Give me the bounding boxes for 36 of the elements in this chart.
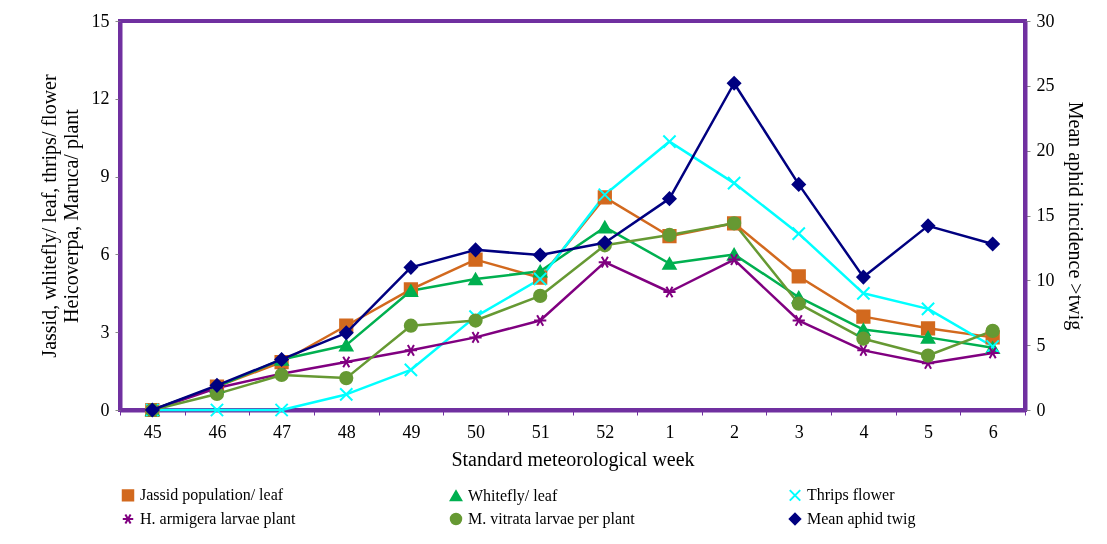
legend-label: Mean aphid twig — [807, 510, 916, 528]
x-tick-label: 46 — [208, 421, 227, 442]
x-tick-label: 52 — [596, 421, 615, 442]
x-tick-label: 2 — [730, 421, 740, 442]
x-tick-label: 4 — [859, 421, 869, 442]
x-axis-title: Standard meteorological week — [451, 447, 695, 471]
x-tick-label: 5 — [924, 421, 934, 442]
legend-label: H. armigera larvae plant — [140, 510, 297, 528]
y2-axis-title: Mean aphid incidence >twig — [1063, 101, 1087, 331]
x-tick-label: 51 — [531, 421, 550, 442]
y2-tick-label: 25 — [1036, 75, 1055, 96]
y-tick-label: 3 — [100, 321, 110, 342]
y2-tick-label: 10 — [1036, 269, 1055, 290]
y-tick-label: 15 — [91, 10, 110, 31]
legend-label: M. vitrata larvae per plant — [468, 510, 636, 528]
y-tick-label: 0 — [100, 399, 110, 420]
legend-label: Jassid population/ leaf — [140, 486, 284, 505]
x-tick-label: 50 — [467, 421, 486, 442]
y-tick-label: 12 — [91, 88, 110, 109]
y2-tick-label: 20 — [1036, 140, 1055, 161]
legend-label: Whitefly/ leaf — [468, 486, 558, 505]
x-tick-label: 49 — [402, 421, 421, 442]
x-tick-label: 45 — [143, 421, 162, 442]
y2-tick-label: 5 — [1036, 334, 1046, 355]
x-tick-label: 47 — [273, 421, 292, 442]
y2-tick-label: 30 — [1036, 10, 1055, 31]
x-tick-label: 6 — [988, 421, 998, 442]
y2-tick-label: 0 — [1036, 399, 1046, 420]
x-tick-label: 3 — [794, 421, 804, 442]
y2-tick-label: 15 — [1036, 205, 1055, 225]
y-tick-label: 9 — [100, 166, 110, 187]
x-tick-label: 48 — [337, 421, 356, 442]
x-tick-label: 1 — [665, 421, 675, 442]
y-axis-title: Jassid, whitefly/ leaf, thrips/ flower Heicoverpa, Maruca/ plant — [37, 74, 83, 358]
y-tick-label: 6 — [100, 243, 110, 264]
legend-label: Thrips flower — [807, 486, 896, 505]
